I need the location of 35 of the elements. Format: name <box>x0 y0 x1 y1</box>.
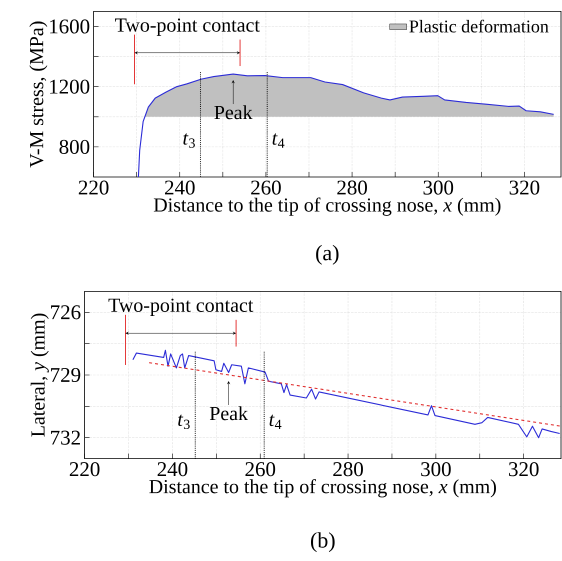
x-tick-label: 280 <box>333 462 363 476</box>
line-series <box>138 73 554 178</box>
x-axis-title: Distance to the tip of crossing nose, x (mm) <box>149 479 496 498</box>
y-tick-label: 1600 <box>50 19 90 34</box>
x-tick-label: 280 <box>337 180 367 195</box>
annotation: Two-point contact <box>108 298 254 316</box>
ref-line-label: t$_{3}$ <box>178 414 190 430</box>
annotation: Peak <box>210 406 248 420</box>
annotation: Peak <box>214 105 253 120</box>
y-tick-label: 729 <box>51 368 80 382</box>
x-tick-label: 320 <box>508 462 539 476</box>
x-tick-label: 300 <box>421 462 451 476</box>
x-tick-label: 240 <box>158 462 188 476</box>
y-axis-title: V-M stress, (MPa) <box>29 22 48 168</box>
y-tick-label: 800 <box>59 140 90 154</box>
ref-line-label: t$_{3}$ <box>183 133 195 148</box>
ref-line-label: t$_{4}$ <box>272 133 284 148</box>
x-tick-label: 220 <box>70 462 100 476</box>
x-tick-label: 320 <box>510 180 540 195</box>
annotation: Two-point contact <box>115 18 260 36</box>
legend-label: Plastic deformation <box>409 20 549 33</box>
ref-line-label: t$_{4}$ <box>270 414 282 429</box>
line-series <box>132 350 560 438</box>
y-tick-label: 732 <box>51 430 80 445</box>
x-tick-label: 300 <box>424 180 454 195</box>
text: (a) <box>316 244 339 265</box>
x-axis-title: Distance to the tip of crossing nose, x (mm) <box>154 197 500 216</box>
x-tick-label: 240 <box>164 180 195 195</box>
y-axis-title: Lateral, y (mm) <box>30 314 49 437</box>
x-tick-label: 260 <box>251 180 281 195</box>
x-tick-label: 260 <box>245 462 276 476</box>
y-tick-label: 1200 <box>50 80 90 94</box>
text: (b) <box>310 532 335 552</box>
y-tick-label: 726 <box>51 305 80 320</box>
x-tick-label: 220 <box>78 180 108 195</box>
